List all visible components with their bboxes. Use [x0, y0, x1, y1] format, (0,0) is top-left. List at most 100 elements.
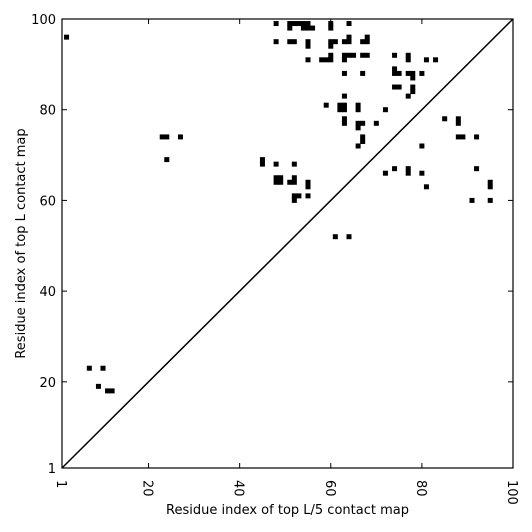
- contact-point: [455, 134, 461, 140]
- contact-point: [332, 234, 338, 240]
- contact-point: [346, 234, 352, 240]
- contact-point: [259, 157, 265, 163]
- contact-point: [341, 107, 347, 113]
- contact-point: [360, 52, 366, 58]
- contact-point: [291, 21, 297, 27]
- contact-point: [419, 170, 425, 176]
- contact-point: [455, 120, 461, 126]
- contact-point: [382, 107, 388, 113]
- contact-point: [305, 21, 311, 27]
- contact-point: [360, 120, 366, 126]
- contact-point: [341, 70, 347, 76]
- contact-point: [328, 39, 334, 45]
- contact-point: [346, 34, 352, 40]
- contact-point: [319, 57, 325, 63]
- contact-point: [460, 134, 466, 140]
- y-tick-label: 1: [48, 462, 56, 477]
- contact-point: [442, 116, 448, 122]
- contact-point: [392, 84, 398, 90]
- contact-point: [373, 120, 379, 126]
- contact-point: [328, 25, 334, 31]
- contact-point: [487, 184, 493, 190]
- x-tick-label: 1: [53, 480, 68, 488]
- contact-point: [346, 21, 352, 27]
- contact-point: [341, 116, 347, 122]
- y-axis-label: Residue index of top L contact map: [14, 128, 29, 358]
- contact-point: [273, 161, 279, 167]
- contact-point: [337, 107, 343, 113]
- contact-point: [278, 179, 284, 185]
- contact-point: [337, 102, 343, 108]
- contact-point: [410, 70, 416, 76]
- contact-point: [291, 193, 297, 199]
- contact-point: [423, 184, 429, 190]
- contact-point: [287, 179, 293, 185]
- contact-point: [341, 102, 347, 108]
- contact-point: [405, 170, 411, 176]
- contact-point: [419, 70, 425, 76]
- contact-point: [410, 75, 416, 81]
- contact-point: [360, 70, 366, 76]
- contact-point: [364, 52, 370, 58]
- contact-point: [291, 161, 297, 167]
- contact-point: [341, 52, 347, 58]
- y-tick-label: 20: [39, 376, 56, 391]
- contact-point: [469, 197, 475, 203]
- contact-point: [405, 166, 411, 172]
- contact-point: [392, 52, 398, 58]
- contact-point: [86, 365, 92, 371]
- contact-point: [341, 39, 347, 45]
- contact-point: [364, 39, 370, 45]
- contact-point: [405, 93, 411, 99]
- contact-point: [296, 193, 302, 199]
- contact-point: [305, 57, 311, 63]
- contact-point: [305, 39, 311, 45]
- contact-point: [300, 25, 306, 31]
- contact-point: [291, 39, 297, 45]
- contact-point: [328, 52, 334, 58]
- contact-point: [474, 166, 480, 172]
- contact-point: [405, 70, 411, 76]
- contact-point: [392, 166, 398, 172]
- contact-point: [323, 102, 329, 108]
- contact-point: [360, 134, 366, 140]
- contact-point: [433, 57, 439, 63]
- contact-point: [487, 179, 493, 185]
- contact-point: [423, 57, 429, 63]
- contact-point: [346, 39, 352, 45]
- contact-point: [291, 179, 297, 185]
- contact-point: [291, 197, 297, 203]
- contact-point: [341, 93, 347, 99]
- contact-point: [351, 52, 357, 58]
- contact-point: [273, 175, 279, 181]
- contact-point: [305, 179, 311, 185]
- contact-point: [287, 21, 293, 27]
- contact-point: [410, 84, 416, 90]
- contact-point: [396, 70, 402, 76]
- contact-point: [305, 184, 311, 190]
- contact-point: [100, 365, 106, 371]
- contact-point: [95, 383, 101, 389]
- contact-point: [273, 39, 279, 45]
- contact-point: [419, 143, 425, 149]
- contact-point: [291, 175, 297, 181]
- x-tick-label: 20: [140, 480, 155, 497]
- contact-point: [164, 134, 170, 140]
- contact-point: [410, 89, 416, 95]
- contact-point: [64, 34, 70, 40]
- x-tick-label: 100: [504, 480, 519, 505]
- contact-point: [323, 57, 329, 63]
- y-tick-label: 80: [39, 104, 56, 119]
- contact-point: [405, 52, 411, 58]
- contact-point: [305, 43, 311, 49]
- y-tick-label: 40: [39, 285, 56, 300]
- contact-point: [273, 21, 279, 27]
- contact-point: [105, 388, 111, 394]
- contact-point: [305, 193, 311, 199]
- contact-point: [382, 170, 388, 176]
- contact-point: [300, 21, 306, 27]
- x-axis-label: Residue index of top L/5 contact map: [166, 503, 409, 518]
- contact-point: [364, 34, 370, 40]
- contact-point: [355, 125, 361, 131]
